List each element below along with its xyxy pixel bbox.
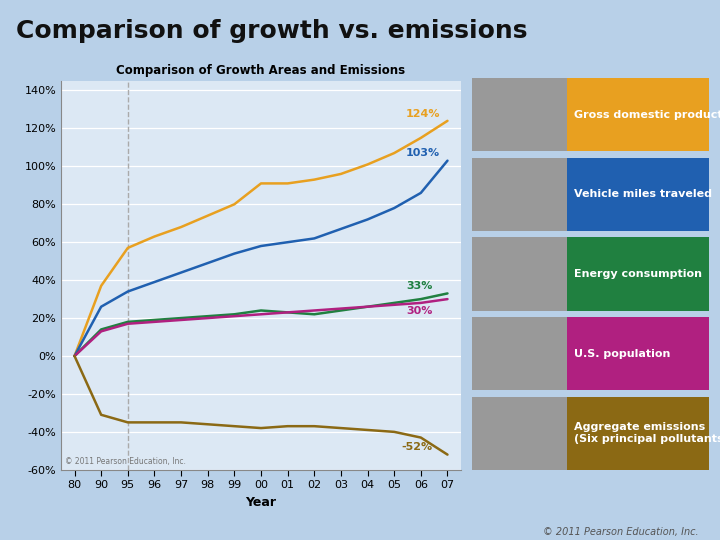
Text: 33%: 33% (406, 281, 432, 291)
Text: 30%: 30% (406, 306, 432, 316)
Text: © 2011 Pearson Education, Inc.: © 2011 Pearson Education, Inc. (66, 457, 186, 466)
Title: Comparison of Growth Areas and Emissions: Comparison of Growth Areas and Emissions (117, 64, 405, 77)
Text: Comparison of growth vs. emissions: Comparison of growth vs. emissions (16, 19, 527, 43)
Text: Vehicle miles traveled: Vehicle miles traveled (574, 190, 712, 199)
Text: 103%: 103% (406, 148, 440, 158)
Text: U.S. population: U.S. population (574, 349, 670, 359)
Text: 124%: 124% (406, 109, 441, 119)
Text: Aggregate emissions
(Six principal pollutants): Aggregate emissions (Six principal pollu… (574, 422, 720, 444)
Text: Energy consumption: Energy consumption (574, 269, 702, 279)
Text: -52%: -52% (402, 442, 433, 453)
X-axis label: Year: Year (246, 496, 276, 509)
Text: © 2011 Pearson Education, Inc.: © 2011 Pearson Education, Inc. (543, 527, 698, 537)
Text: Gross domestic product: Gross domestic product (574, 110, 720, 120)
